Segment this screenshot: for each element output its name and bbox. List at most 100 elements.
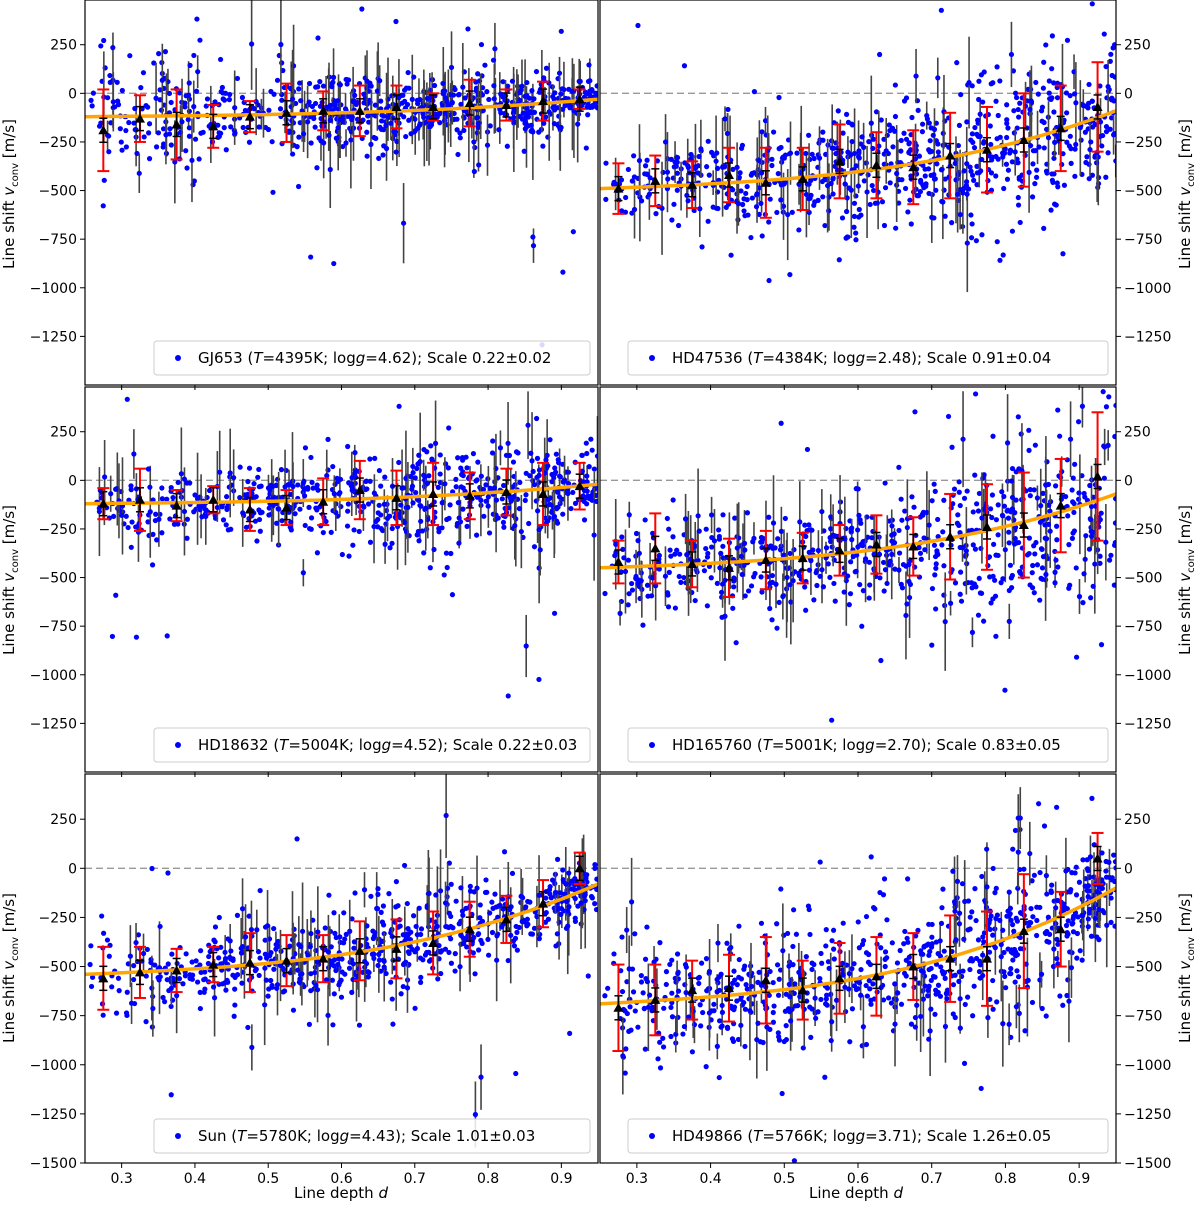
line-measurement-point xyxy=(1057,433,1063,439)
line-measurement-point xyxy=(168,1092,174,1098)
line-measurement-point xyxy=(869,182,875,189)
line-measurement-point xyxy=(504,143,510,149)
line-measurement-point xyxy=(566,870,572,876)
line-measurement-point xyxy=(136,170,142,176)
line-measurement-point xyxy=(950,501,956,507)
y-tick-label: −250 xyxy=(39,522,77,538)
line-measurement-point xyxy=(819,508,825,515)
line-measurement-point xyxy=(525,114,531,120)
line-measurement-point xyxy=(464,523,470,529)
line-measurement-point xyxy=(489,899,495,905)
line-measurement-point xyxy=(252,968,258,974)
line-measurement-point xyxy=(334,475,340,481)
line-measurement-point xyxy=(483,482,489,488)
line-measurement-point xyxy=(248,927,255,933)
line-measurement-point xyxy=(1107,557,1113,563)
line-measurement-point xyxy=(461,940,467,947)
line-measurement-point xyxy=(565,480,572,487)
line-measurement-point xyxy=(506,505,512,511)
line-measurement-point xyxy=(931,481,937,487)
line-measurement-point xyxy=(1034,562,1041,568)
line-measurement-point xyxy=(543,895,549,901)
line-measurement-point xyxy=(927,138,933,144)
line-measurement-point xyxy=(450,92,457,98)
line-measurement-point xyxy=(569,886,575,892)
line-measurement-point xyxy=(1051,80,1057,86)
line-measurement-point xyxy=(572,500,579,506)
line-measurement-point xyxy=(917,514,923,520)
line-measurement-point xyxy=(1030,562,1036,569)
line-measurement-point xyxy=(1107,58,1113,64)
line-measurement-point xyxy=(360,503,367,509)
line-measurement-point xyxy=(314,165,320,171)
line-measurement-point xyxy=(567,1030,573,1037)
line-measurement-point xyxy=(411,74,417,80)
plot-area xyxy=(85,774,598,1148)
y-tick-label: −1500 xyxy=(30,1156,77,1172)
line-measurement-point xyxy=(348,137,354,143)
line-measurement-point xyxy=(442,110,448,116)
legend-marker xyxy=(649,742,655,748)
panel-frame xyxy=(84,386,599,773)
line-measurement-point xyxy=(778,144,784,151)
line-measurement-point xyxy=(675,222,682,229)
line-measurement-point xyxy=(379,118,385,124)
line-measurement-point xyxy=(758,200,764,206)
bin-mean-marker xyxy=(834,156,845,166)
line-measurement-point xyxy=(713,158,719,164)
line-measurement-point xyxy=(239,980,245,986)
line-measurement-point xyxy=(778,197,784,203)
line-measurement-point xyxy=(376,502,382,508)
line-measurement-point xyxy=(102,474,108,480)
line-measurement-point xyxy=(519,918,525,925)
line-measurement-point xyxy=(734,164,740,170)
line-measurement-point xyxy=(1097,119,1104,125)
line-measurement-point xyxy=(337,82,343,88)
line-measurement-point xyxy=(337,116,343,123)
line-measurement-point xyxy=(881,136,887,142)
line-measurement-point xyxy=(454,520,460,527)
line-measurement-point xyxy=(828,180,834,187)
line-measurement-point xyxy=(275,506,281,512)
line-measurement-point xyxy=(338,503,344,510)
line-measurement-point xyxy=(929,642,935,648)
line-measurement-point xyxy=(140,70,147,76)
line-measurement-point xyxy=(981,69,987,75)
line-measurement-point xyxy=(1009,228,1016,234)
line-measurement-point xyxy=(1031,590,1037,596)
line-measurement-point xyxy=(239,906,246,912)
line-measurement-point xyxy=(361,100,367,106)
line-measurement-point xyxy=(968,235,975,241)
line-measurement-point xyxy=(460,912,466,918)
line-measurement-point xyxy=(831,145,837,151)
line-measurement-point xyxy=(862,556,869,562)
line-measurement-point xyxy=(860,539,866,545)
line-measurement-point xyxy=(867,201,873,208)
line-measurement-point xyxy=(455,92,462,98)
line-measurement-point xyxy=(158,107,165,113)
line-measurement-point xyxy=(490,438,496,444)
line-measurement-point xyxy=(619,534,625,540)
line-measurement-point xyxy=(585,112,591,118)
line-measurement-point xyxy=(988,81,994,87)
line-measurement-point xyxy=(375,962,381,969)
y-tick-label: 0 xyxy=(68,473,77,489)
bin-mean-marker xyxy=(538,488,549,498)
line-measurement-point xyxy=(238,950,245,956)
line-measurement-point xyxy=(1026,535,1033,541)
line-measurement-point xyxy=(787,271,793,278)
line-measurement-point xyxy=(719,581,726,587)
line-measurement-point xyxy=(131,963,137,969)
line-measurement-point xyxy=(625,557,632,563)
line-measurement-point xyxy=(972,391,979,397)
line-measurement-point xyxy=(964,161,970,167)
line-measurement-point xyxy=(1013,94,1020,101)
line-measurement-point xyxy=(396,403,402,409)
line-measurement-point xyxy=(994,239,1000,245)
line-measurement-point xyxy=(448,64,455,71)
line-measurement-point xyxy=(1001,503,1008,509)
line-measurement-point xyxy=(268,482,274,488)
line-measurement-point xyxy=(371,933,377,939)
